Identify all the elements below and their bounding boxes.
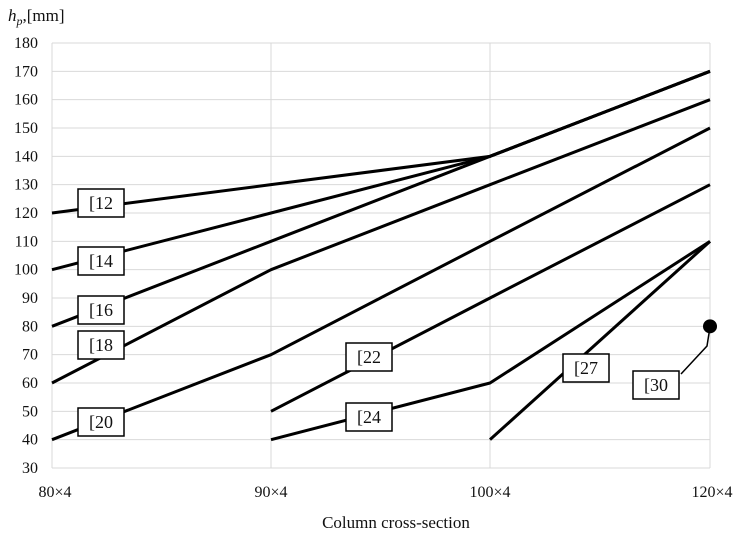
series-line — [51, 69, 711, 215]
series-label-box — [632, 370, 680, 400]
series-label-box — [77, 407, 125, 437]
y-tick-label: 170 — [14, 63, 38, 80]
x-tick-labels: 80×4 90×4 100×4 120×4 — [38, 484, 732, 501]
series-label: [18 — [89, 335, 113, 355]
series-label-box — [77, 330, 125, 360]
series-label-box — [345, 402, 393, 432]
y-tick-label: 160 — [14, 92, 38, 109]
y-tick-labels: 30 40 50 60 70 80 90 100 110 120 130 140 150 160 170 18… — [14, 35, 38, 477]
series-line — [51, 98, 711, 385]
y-tick-label: 70 — [22, 347, 38, 364]
series-marker — [703, 319, 717, 334]
series-label-box — [77, 246, 125, 276]
x-axis-title: Column cross-section — [322, 513, 470, 532]
x-tick-label: 90×4 — [254, 484, 287, 501]
series-label-box — [77, 188, 125, 218]
y-tick-label: 60 — [22, 375, 38, 392]
series-line — [51, 126, 711, 442]
series-line — [270, 183, 711, 413]
series-markers — [703, 319, 717, 334]
y-axis-title: hp,[mm] — [8, 6, 65, 28]
series-labels: [12 [14 [16 [18 [20 [22 [24 [27 [30 — [77, 188, 711, 437]
series-label: [22 — [357, 347, 381, 367]
x-tick-label: 100×4 — [469, 484, 510, 501]
series-label: [30 — [644, 375, 668, 395]
series-label: [16 — [89, 300, 113, 320]
x-tick-label: 120×4 — [691, 484, 732, 501]
series-line — [270, 240, 711, 442]
y-tick-label: 150 — [14, 120, 38, 137]
series-label-box — [77, 295, 125, 325]
y-tick-label: 110 — [15, 233, 38, 250]
series-label: [20 — [89, 412, 113, 432]
y-tick-label: 50 — [22, 403, 38, 420]
series-label: [24 — [357, 407, 381, 427]
y-tick-label: 140 — [14, 148, 38, 165]
y-tick-label: 80 — [22, 318, 38, 335]
y-tick-label: 30 — [22, 460, 38, 477]
label-leader-line — [680, 326, 711, 375]
x-tick-label: 80×4 — [38, 484, 71, 501]
y-tick-label: 40 — [22, 432, 38, 449]
series-label-box — [345, 342, 393, 372]
y-tick-label: 130 — [14, 177, 38, 194]
y-tick-label: 120 — [14, 205, 38, 222]
series-label: [14 — [89, 251, 113, 271]
y-tick-label: 100 — [14, 262, 38, 279]
y-tick-label: 90 — [22, 290, 38, 307]
y-tick-label: 180 — [14, 35, 38, 52]
series-line — [51, 69, 711, 328]
series-label: [27 — [574, 358, 598, 378]
series-line — [488, 240, 712, 441]
series-label: [12 — [89, 193, 113, 213]
series-label-box — [562, 353, 610, 383]
series-lines — [51, 69, 712, 442]
